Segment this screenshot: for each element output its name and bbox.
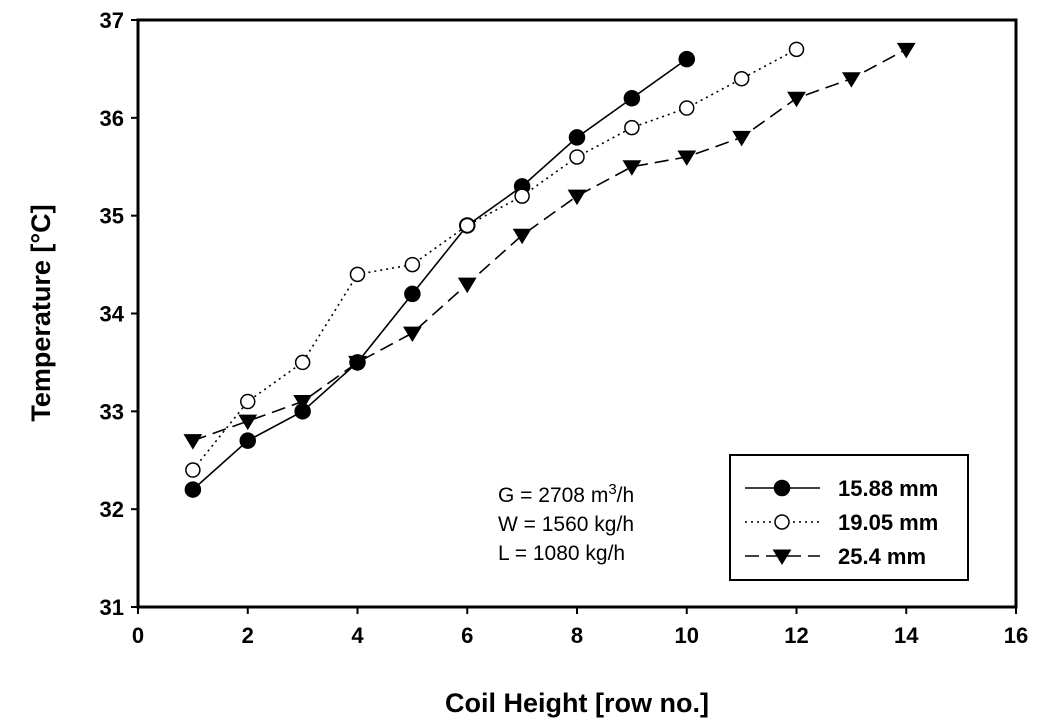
data-point (457, 277, 477, 294)
x-tick-label: 2 (242, 623, 254, 648)
series-line (192, 48, 797, 471)
data-point (404, 256, 421, 273)
data-point (788, 41, 805, 58)
data-point (185, 462, 201, 478)
y-tick-label: 37 (100, 8, 124, 33)
data-point (567, 189, 587, 206)
legend-label: 15.88 mm (838, 476, 938, 501)
y-tick-label: 34 (100, 302, 125, 327)
data-point (732, 130, 752, 147)
series-layer (183, 41, 916, 498)
data-point (402, 326, 422, 343)
data-point (677, 150, 697, 166)
series-line (192, 58, 688, 491)
y-axis-title: Temperature [°C] (26, 204, 56, 421)
data-point (240, 393, 256, 410)
annotation-l: L = 1080 kg/h (498, 542, 625, 565)
legend-item: 19.05 mm (745, 510, 938, 535)
series-line (192, 48, 907, 442)
data-point (787, 91, 806, 108)
data-point (349, 266, 366, 283)
data-point (514, 188, 530, 204)
y-tick-label: 31 (100, 595, 124, 620)
y-tick-label: 35 (100, 204, 124, 229)
data-point (348, 355, 367, 372)
legend-item: 25.4 mm (745, 544, 926, 569)
annotation-g-superscript: 3 (608, 481, 616, 498)
data-point (841, 72, 861, 88)
legend-item: 15.88 mm (745, 476, 938, 501)
data-point (623, 90, 641, 107)
y-tick-label: 33 (100, 399, 124, 424)
x-tick-label: 0 (132, 623, 144, 648)
data-point (569, 149, 585, 165)
data-point (293, 395, 313, 411)
data-point (183, 434, 203, 450)
axis-ticks: 0 2 4 6 8 10 12 14 16 31 32 33 34 35 36 37 (100, 8, 1029, 648)
x-tick-label: 6 (461, 623, 473, 648)
x-tick-label: 4 (351, 623, 364, 648)
data-point (733, 70, 750, 87)
legend-marker (773, 479, 791, 497)
legend-label: 25.4 mm (838, 544, 926, 569)
annotation-w: W = 1560 kg/h (498, 513, 634, 536)
x-axis-title: Coil Height [row no.] (445, 688, 709, 718)
data-point (678, 50, 695, 68)
y-tick-label: 32 (100, 497, 124, 522)
x-tick-label: 10 (675, 623, 699, 648)
data-point (679, 100, 695, 116)
conditions-annotation: G = 2708 m3/h W = 1560 kg/h L = 1080 kg/… (498, 481, 634, 566)
y-tick-label: 36 (100, 106, 124, 131)
data-point (238, 414, 258, 431)
x-tick-label: 8 (571, 623, 583, 648)
data-point (896, 42, 916, 59)
data-point (512, 228, 532, 245)
x-tick-label: 12 (784, 623, 808, 648)
data-point (622, 160, 642, 176)
series-2 (185, 41, 805, 478)
data-point (568, 129, 586, 146)
series-3 (183, 42, 916, 450)
x-tick-label: 16 (1004, 623, 1028, 648)
legend-label: 19.05 mm (838, 510, 938, 535)
legend-marker (772, 549, 792, 565)
legend-box (729, 454, 969, 581)
data-point (239, 432, 256, 449)
legend: 15.88 mm 19.05 mm 25.4 mm (729, 454, 969, 581)
data-point (294, 354, 311, 371)
x-tick-label: 14 (894, 623, 919, 648)
data-point (184, 481, 202, 498)
data-point (404, 285, 421, 303)
data-point (624, 119, 640, 136)
data-point (459, 217, 475, 234)
annotation-g: G = 2708 m3/h (498, 481, 634, 508)
legend-marker (774, 514, 790, 530)
